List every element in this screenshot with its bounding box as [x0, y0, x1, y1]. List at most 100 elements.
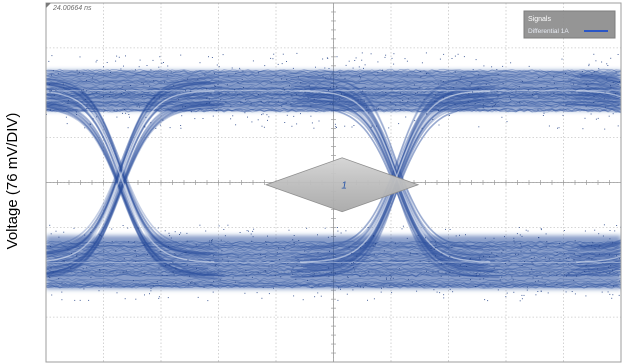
trace-speck	[158, 297, 160, 299]
trace-speck	[531, 261, 533, 263]
trace-speck	[179, 234, 180, 235]
trace-speck	[383, 286, 385, 288]
trace-speck	[230, 105, 232, 107]
trace-falling	[46, 104, 215, 276]
trace-speck	[339, 98, 340, 100]
trace-speck	[525, 229, 527, 231]
trace-speck	[129, 116, 130, 118]
trace-speck	[584, 117, 586, 119]
trace-speck	[261, 125, 263, 127]
trace-speck	[363, 100, 365, 102]
trace-speck	[609, 272, 611, 274]
trace-speck	[584, 271, 586, 272]
trace-speck	[409, 254, 411, 256]
trace-high	[46, 68, 621, 73]
trace-speck	[389, 274, 391, 276]
trace-speck	[173, 85, 175, 87]
trace-high	[46, 94, 621, 99]
trace-speck	[51, 74, 52, 76]
trace-high	[46, 69, 621, 73]
trace-falling	[304, 87, 487, 261]
trace-speck	[63, 260, 65, 262]
trace-speck	[470, 279, 471, 281]
trace-speck	[328, 68, 330, 69]
trace-speck	[467, 101, 469, 103]
trace-speck	[262, 113, 264, 115]
trace-speck	[385, 277, 387, 279]
trace-speck	[186, 264, 188, 266]
trace-speck	[159, 97, 160, 99]
trace-speck	[284, 89, 285, 91]
trace-speck	[218, 225, 220, 227]
trace-speck	[159, 56, 161, 58]
trace-speck	[568, 263, 570, 265]
trace-high	[46, 89, 621, 94]
trace-speck	[617, 125, 619, 127]
trace-speck	[196, 267, 197, 269]
trace-speck	[591, 245, 593, 247]
trace-low	[46, 244, 621, 249]
trace-rising	[309, 104, 482, 277]
trace-falling	[46, 77, 220, 249]
trace-high	[46, 79, 621, 84]
trace-speck	[548, 272, 550, 274]
trace-speck	[49, 109, 51, 111]
trace-speck	[475, 273, 477, 275]
trace-speck	[103, 66, 104, 68]
trace-falling	[300, 75, 491, 249]
trace-high	[46, 87, 621, 92]
trace-speck	[145, 116, 147, 118]
trace-speck	[58, 236, 60, 238]
trace-speck	[197, 296, 199, 298]
trace-speck	[585, 295, 587, 297]
trace-rising	[578, 259, 621, 267]
trace-speck	[164, 81, 165, 83]
trace-speck	[573, 83, 575, 85]
trace-speck	[222, 54, 224, 56]
trace-speck	[324, 227, 326, 229]
trace-falling	[567, 78, 621, 89]
trace-speck	[352, 289, 354, 291]
trace-speck	[419, 260, 421, 262]
trace-speck	[307, 279, 308, 281]
trace-speck	[414, 120, 416, 122]
trace-speck	[365, 106, 367, 108]
trace-speck	[144, 243, 146, 245]
trace-speck	[224, 235, 226, 237]
trace-speck	[565, 258, 567, 260]
trace-speck	[92, 118, 94, 120]
trace-speck	[128, 114, 130, 115]
trace-speck	[212, 255, 214, 257]
trace-falling	[306, 92, 484, 266]
trace-speck	[146, 65, 148, 66]
trace-high	[46, 92, 621, 97]
trace-speck	[582, 128, 584, 130]
trace-speck	[616, 225, 618, 226]
trace-falling	[46, 103, 219, 275]
trace-speck	[389, 101, 391, 103]
trace-speck	[521, 294, 523, 296]
trace-speck	[88, 299, 90, 301]
trace-speck	[150, 287, 152, 289]
trace-rising	[46, 96, 209, 269]
trace-speck	[295, 278, 297, 280]
trace-speck	[393, 53, 395, 55]
trace-speck	[203, 286, 205, 288]
trace-speck	[313, 99, 315, 100]
trace-speck	[360, 77, 362, 79]
mask-diamond	[264, 157, 420, 213]
trace-speck	[604, 91, 606, 93]
trace-speck	[277, 247, 279, 249]
trace-speck	[381, 287, 382, 289]
trace-speck	[218, 66, 220, 68]
trace-speck	[497, 96, 499, 97]
trace-speck	[108, 96, 110, 98]
trace-high	[46, 102, 621, 107]
trace-speck	[610, 87, 612, 89]
trace-speck	[327, 90, 329, 92]
trace-speck	[359, 75, 360, 77]
plot-border	[45, 2, 622, 363]
trace-speck	[616, 255, 618, 257]
legend-title: Signals	[528, 16, 551, 23]
trace-speck	[328, 267, 330, 269]
